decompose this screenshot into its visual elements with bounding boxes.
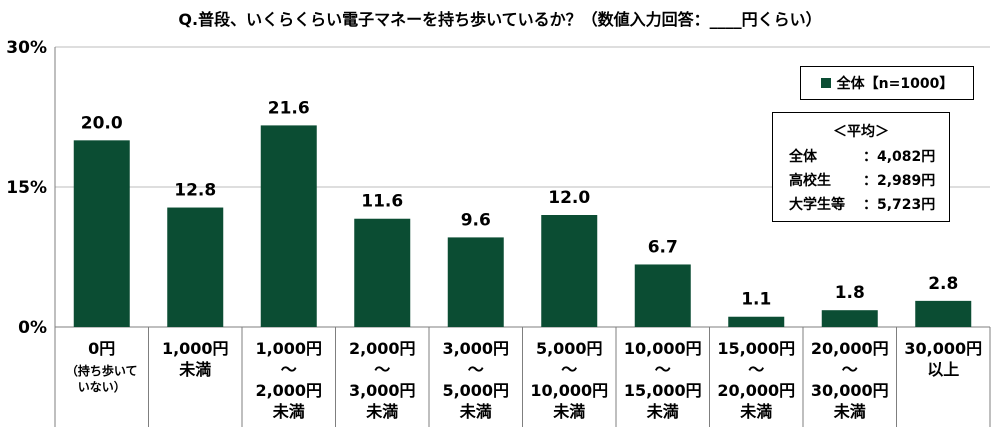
- x-tick-label: 未満: [459, 402, 492, 421]
- x-tick-label: 未満: [646, 402, 679, 421]
- x-tick-label: いない）: [78, 379, 126, 394]
- data-label: 1.8: [835, 283, 865, 303]
- x-tick-label: ～: [468, 360, 484, 379]
- average-row: 高校生 ：2,989円: [773, 169, 949, 193]
- data-label: 1.1: [741, 290, 771, 310]
- data-label: 2.8: [928, 274, 958, 294]
- x-tick-label: ～: [281, 360, 297, 379]
- bar: [541, 215, 598, 327]
- average-row-label: 高校生: [789, 173, 831, 189]
- bar: [915, 300, 972, 327]
- x-tick-label: 2,000円: [255, 381, 322, 400]
- average-row-value: ：4,082円: [863, 149, 936, 165]
- average-row: 全体 ：4,082円: [773, 145, 949, 169]
- data-label: 20.0: [81, 113, 123, 133]
- average-row-label: 大学生等: [789, 197, 845, 213]
- x-tick-label: ～: [655, 360, 671, 379]
- x-tick-label: 0円: [88, 339, 115, 358]
- x-tick-label: 20,000円: [811, 339, 889, 358]
- bar: [167, 207, 224, 327]
- x-tick-label: 未満: [552, 402, 585, 421]
- legend-label: 全体【n=1000】: [836, 76, 954, 92]
- data-label: 21.6: [268, 98, 310, 118]
- x-tick-label: 30,000円: [904, 339, 982, 358]
- x-tick-label: 1,000円: [255, 339, 322, 358]
- x-tick-label: 30,000円: [811, 381, 889, 400]
- average-box: ＜平均＞ 全体 ：4,082円 高校生 ：2,989円 大学生等 ：5,723円: [772, 112, 950, 222]
- bar: [634, 264, 691, 327]
- chart-title: Q.普段、いくらくらい電子マネーを持ち歩いているか？（数値入力回答：____円く…: [178, 10, 822, 29]
- data-label: 9.6: [461, 210, 491, 230]
- data-label: 11.6: [361, 192, 403, 212]
- x-tick-label: ～: [748, 360, 764, 379]
- x-tick-label: 3,000円: [442, 339, 509, 358]
- average-row-value: ：2,989円: [863, 173, 936, 189]
- x-tick-label: ～: [842, 360, 858, 379]
- legend-swatch: [820, 78, 831, 88]
- x-tick-label: 未満: [365, 402, 398, 421]
- x-tick-label: 5,000円: [536, 339, 603, 358]
- x-tick-label: 未満: [272, 402, 305, 421]
- bar: [73, 140, 130, 327]
- x-tick-label: 未満: [178, 360, 211, 379]
- x-tick-label: 10,000円: [530, 381, 608, 400]
- average-heading: ＜平均＞: [833, 124, 889, 140]
- bar: [728, 316, 785, 327]
- y-tick-label: 15%: [6, 178, 47, 198]
- bar: [260, 125, 317, 328]
- y-tick-label: 30%: [6, 38, 47, 58]
- x-tick-label: 2,000円: [349, 339, 416, 358]
- bar: [354, 218, 411, 327]
- x-tick-label: （持ち歩いて: [66, 363, 138, 378]
- x-tick-label: 20,000円: [717, 381, 795, 400]
- x-tick-label: 1,000円: [162, 339, 229, 358]
- data-label: 6.7: [648, 237, 678, 257]
- bar: [447, 237, 504, 327]
- x-tick-label: 未満: [833, 402, 866, 421]
- x-tick-label: 5,000円: [442, 381, 509, 400]
- average-row-label: 全体: [789, 149, 817, 165]
- data-label: 12.0: [548, 188, 590, 208]
- legend: 全体【n=1000】: [800, 66, 974, 100]
- average-row: 大学生等 ：5,723円: [773, 193, 949, 217]
- y-tick-label: 0%: [18, 318, 47, 338]
- x-tick-label: 3,000円: [349, 381, 416, 400]
- x-tick-label: ～: [561, 360, 577, 379]
- x-tick-label: 15,000円: [624, 381, 702, 400]
- data-label: 12.8: [174, 181, 216, 201]
- x-tick-label: 10,000円: [624, 339, 702, 358]
- x-tick-label: 未満: [739, 402, 772, 421]
- x-tick-label: 15,000円: [717, 339, 795, 358]
- average-row-value: ：5,723円: [863, 197, 936, 213]
- bar: [821, 310, 878, 327]
- x-tick-label: 以上: [927, 360, 959, 379]
- x-tick-label: ～: [374, 360, 390, 379]
